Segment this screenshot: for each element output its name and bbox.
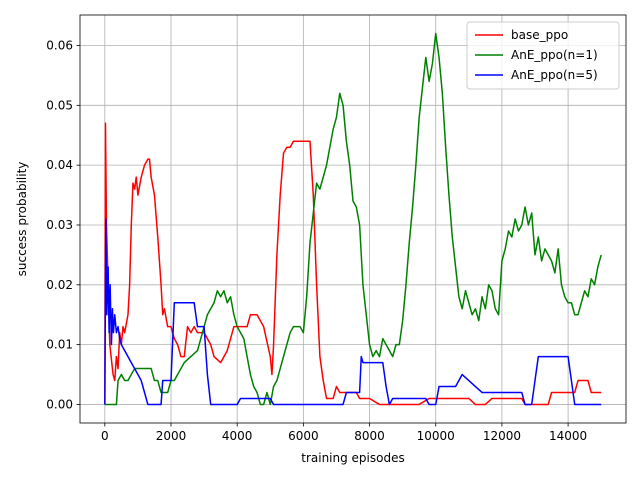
- y-tick-label: 0.06: [46, 39, 73, 53]
- x-axis-ticks: 0 2000 4000 6000 8000 10000 12000 14000: [101, 423, 587, 443]
- x-tick-label: 2000: [156, 429, 187, 443]
- legend-entry: AnE_ppo(n=1): [511, 48, 598, 62]
- y-axis-ticks: 0.00 0.01 0.02 0.03 0.04 0.05 0.06: [46, 39, 80, 411]
- x-tick-label: 8000: [354, 429, 385, 443]
- x-tick-label: 0: [101, 429, 109, 443]
- x-tick-label: 10000: [417, 429, 455, 443]
- series-line-3: [104, 218, 602, 406]
- y-tick-label: 0.01: [46, 338, 73, 352]
- x-tick-label: 14000: [549, 429, 587, 443]
- x-tick-label: 4000: [222, 429, 253, 443]
- legend: base_ppo AnE_ppo(n=1) AnE_ppo(n=5): [466, 21, 620, 90]
- x-axis-label: training episodes: [301, 451, 404, 465]
- legend-entry: AnE_ppo(n=5): [511, 68, 598, 82]
- y-tick-label: 0.02: [46, 278, 73, 292]
- y-tick-label: 0.05: [46, 98, 73, 112]
- x-tick-label: 6000: [288, 429, 319, 443]
- series-layer: [104, 32, 602, 406]
- series-line-2: [104, 32, 602, 406]
- series-line-1: [104, 122, 602, 406]
- y-tick-label: 0.00: [46, 397, 73, 411]
- y-tick-label: 0.03: [46, 218, 73, 232]
- legend-box: [466, 21, 620, 90]
- y-tick-label: 0.04: [46, 158, 73, 172]
- y-axis-label: success probability: [15, 162, 29, 277]
- plot-frame: [79, 14, 627, 424]
- x-tick-label: 12000: [483, 429, 521, 443]
- legend-entry: base_ppo: [511, 28, 568, 42]
